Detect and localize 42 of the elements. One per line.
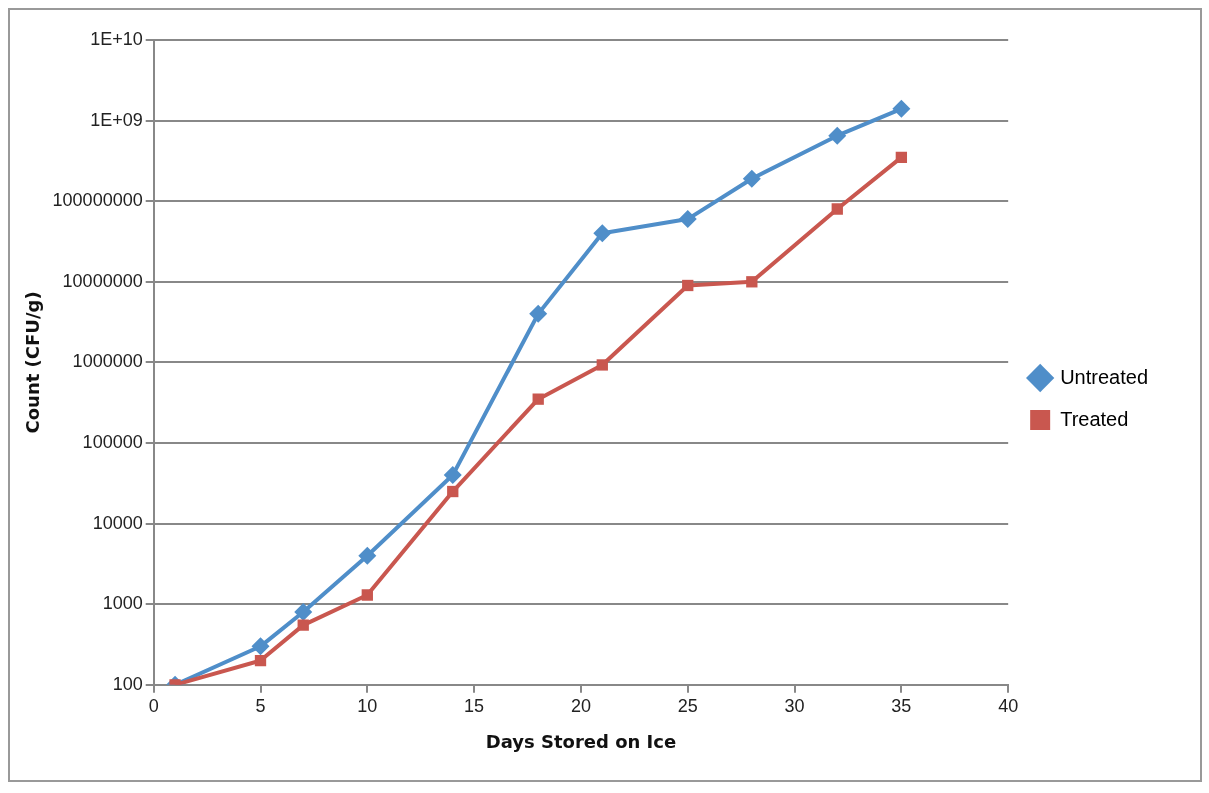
x-tick-label: 30: [784, 695, 805, 716]
point: [254, 654, 267, 667]
point: [892, 99, 911, 118]
point: [529, 304, 548, 323]
y-axis-title: Count (CFU/g): [22, 291, 44, 434]
x-tick-label: 10: [357, 695, 378, 716]
point: [895, 151, 908, 164]
y-tick-label: 10000: [92, 512, 143, 533]
y-tick-label: 10000000: [62, 270, 143, 291]
x-tick-label: 0: [148, 695, 159, 716]
x-tick-label: 5: [255, 695, 266, 716]
point: [532, 393, 544, 405]
x-tick-label: 15: [464, 695, 485, 716]
y-tick-label: 1E+10: [90, 28, 143, 49]
point: [831, 203, 843, 215]
legend-label: Untreated: [1060, 365, 1149, 388]
y-tick-label: 1E+09: [90, 109, 143, 130]
point: [593, 224, 612, 243]
point: [678, 210, 697, 229]
y-tick-label: 100: [112, 673, 143, 694]
point: [682, 279, 694, 292]
point: [358, 546, 377, 565]
x-tick-label: 35: [891, 695, 912, 716]
y-tick-label: 1000: [102, 593, 143, 614]
point: [447, 485, 459, 498]
y-tick-label: 100000000: [52, 190, 143, 211]
point: [828, 126, 847, 145]
legend-label: Treated: [1060, 407, 1129, 430]
x-tick-label: 25: [677, 695, 698, 716]
x-tick-label: 20: [570, 695, 591, 716]
x-axis-title: Days Stored on Ice: [485, 730, 677, 752]
x-tick-label: 40: [998, 695, 1019, 716]
point: [294, 603, 313, 622]
y-tick-label: 1000000: [72, 351, 143, 372]
point: [297, 619, 309, 631]
point: [742, 169, 761, 188]
point: [251, 637, 270, 656]
point: [361, 589, 373, 601]
point: [746, 276, 758, 288]
point: [596, 359, 608, 371]
y-tick-label: 100000: [82, 431, 143, 452]
point: [443, 466, 462, 485]
